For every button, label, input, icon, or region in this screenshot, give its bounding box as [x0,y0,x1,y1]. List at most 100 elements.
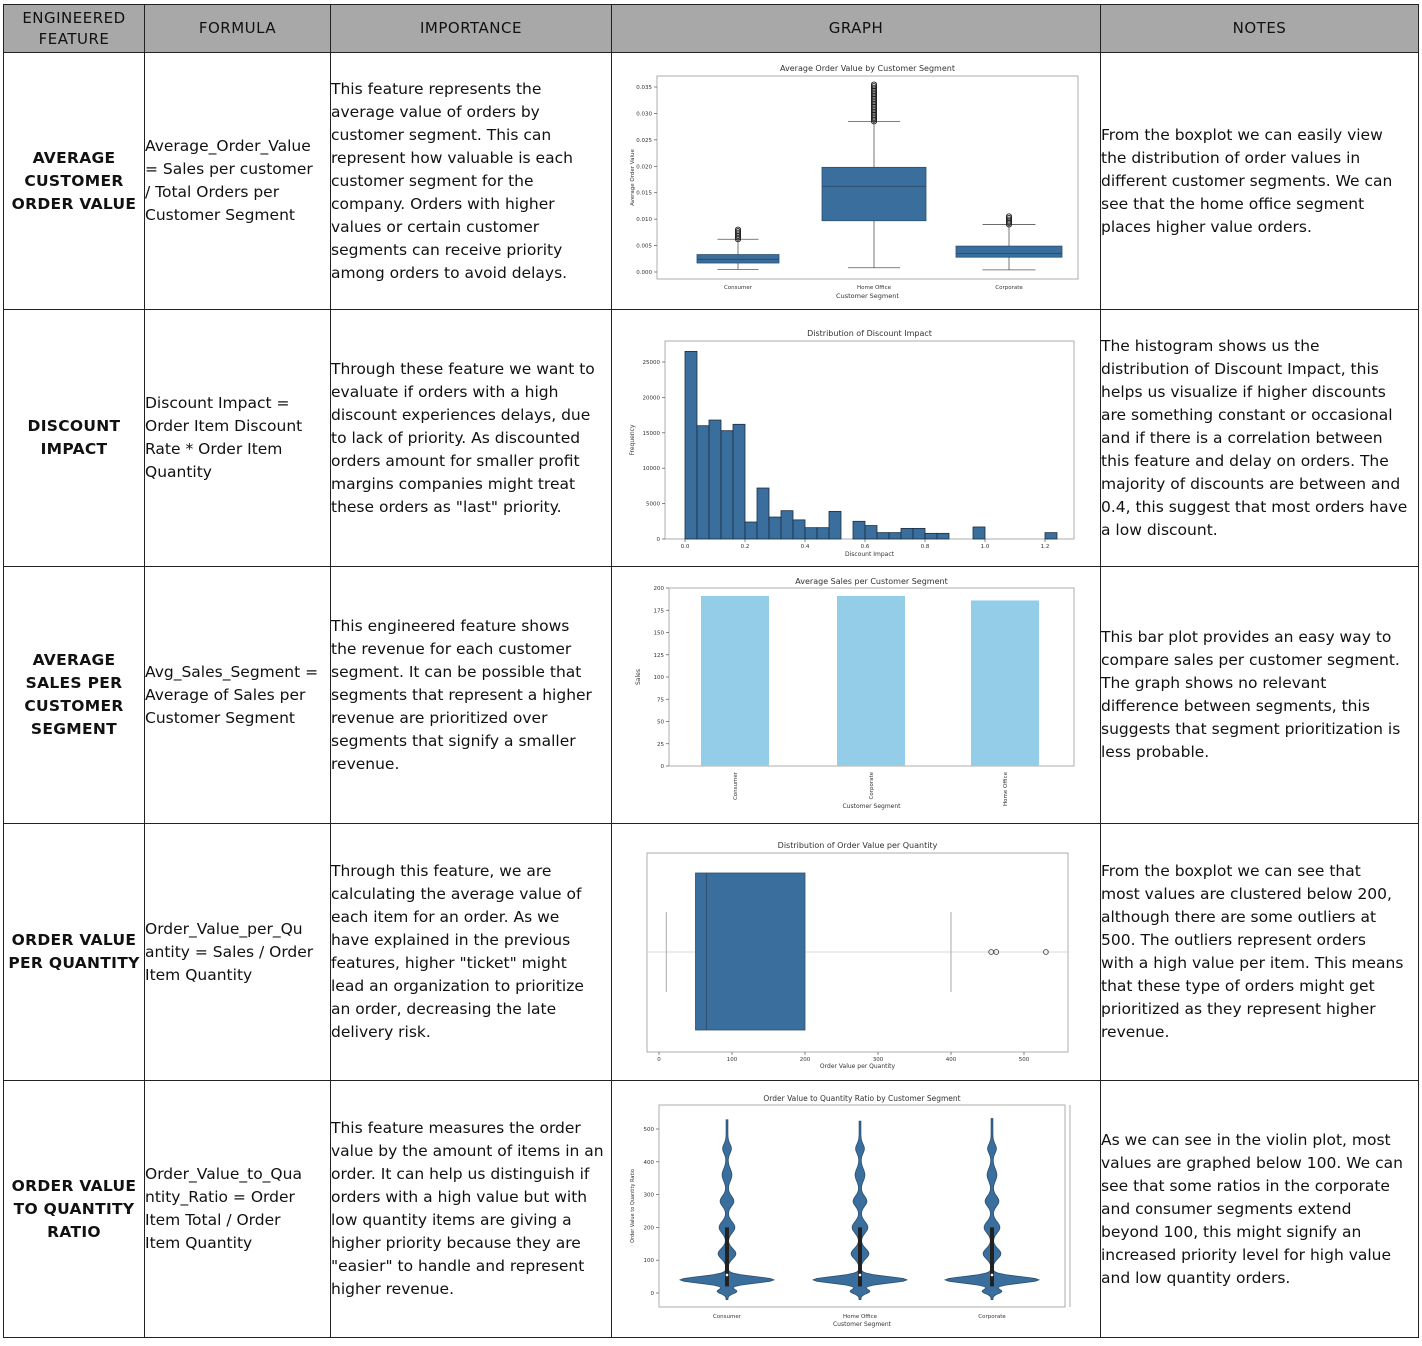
x-tick-label: 500 [1019,1057,1030,1063]
y-axis-label: Average Order Value [630,148,636,205]
notes-cell-line: distribution of Discount Impact, this [1101,359,1379,378]
importance-cell-line: margins companies might treat [331,474,576,493]
notes-cell-line: majority of discounts are between and [1101,474,1401,493]
header-feature-line: FEATURE [38,29,110,48]
y-tick-label: 100 [654,675,665,681]
histogram-bar [768,516,782,540]
outlier-point [1005,213,1013,220]
formula-cell: Order_Value_per_Qu antity = Sales / Order… [144,823,331,1081]
x-axis-label: Discount Impact [845,551,895,558]
graph-cell: Average Sales per Customer Segment Custom… [611,566,1101,824]
y-axis-label: Order Value to Quantity Ratio [630,1169,636,1243]
histogram-bar [732,423,746,540]
importance-cell-line: evaluate if orders with a high [331,382,559,401]
x-tick-label: Home Office [843,1314,878,1320]
formula-cell-line: Quantity [145,463,212,481]
formula-cell-line: Item Total / Order [145,1211,281,1229]
x-axis-label: Order Value per Quantity [820,1063,896,1070]
y-tick-label: 0.035 [636,85,652,91]
header-importance: IMPORTANCE [330,4,612,53]
header-formula: FORMULA [144,4,331,53]
x-tick-label: 200 [800,1057,811,1063]
x-tick-label: Consumer [713,1314,742,1320]
histogram-bar [888,532,902,540]
formula-cell: Average_Order_Value = Sales per customer /… [144,52,331,310]
y-tick-label: 25 [657,742,664,748]
feature-cell-line: IMPACT [40,440,108,458]
box [696,254,780,264]
formula-cell: Discount Impact = Order Item Discount Rate… [144,309,331,567]
outlier-point [734,229,742,236]
importance-cell-line: customer segment for the [331,171,534,190]
notes-cell-line: increased priority level for high value [1101,1245,1392,1264]
importance-cell-line: This feature represents the [331,79,542,98]
histogram-bar [912,527,926,540]
feature-cell-line: CUSTOMER [24,697,124,715]
violin-iqr [990,1227,994,1287]
header-row: ENGINEERED FEATURE FORMULA IMPORTANCE GR… [3,4,1419,53]
x-axis-label: Customer Segment [833,1321,892,1328]
notes-cell-line: with a high value per item. This means [1101,954,1404,972]
y-tick-label: 200 [654,586,665,592]
formula-cell-line: Discount Impact = [145,394,290,412]
formula-cell-line: antity = Sales / Order [145,942,314,961]
importance-cell-line: customer segment. This can [331,125,552,144]
y-tick-label: 0 [651,1291,655,1297]
formula-cell-line: = Sales per customer [145,160,313,178]
feature-cell-line: SEGMENT [30,720,118,738]
notes-cell-line: a low discount. [1101,520,1218,539]
importance-cell-line: these orders as "last" priority. [331,497,562,516]
formula-cell: Avg_Sales_Segment = Average of Sales per C… [144,566,331,824]
formula-cell-line: Item Quantity [145,965,253,984]
x-tick-label: 0.4 [801,544,810,550]
importance-cell: This engineered feature shows the revenue… [330,566,612,824]
x-tick-label: Consumer [733,771,739,800]
histogram-bar [708,419,722,540]
outlier-point [734,228,742,235]
formula-cell-line: Avg_Sales_Segment = [145,662,319,681]
box [695,872,806,1031]
graph-cell: Distribution of Order Value per Quantity… [611,823,1101,1081]
importance-cell-line: discount experiences delays, due [331,405,591,424]
x-tick-label: 300 [873,1057,884,1063]
feature-cell-line: ORDER VALUE [11,1176,137,1195]
formula-cell-line: Item Quantity [145,1234,253,1252]
y-tick-label: 500 [644,1127,655,1133]
histogram-bar [852,520,866,540]
x-tick-label: 0.6 [861,544,870,550]
plot-frame [656,75,1079,280]
formula-cell-line: Customer Segment [145,206,295,224]
notes-cell-line: This bar plot provides an easy way to [1101,628,1392,646]
table-row-order-value-to-quantity-ratio: ORDER VALUE TO QUANTITY RATIO Order_Value_t… [3,1080,1419,1338]
x-tick-label: 0.0 [681,544,690,550]
importance-cell-line: Through these feature we want to [331,359,595,378]
x-tick-label: Corporate [995,285,1023,291]
importance-cell: This feature represents the average value… [330,52,612,310]
notes-cell: From the boxplot we can easily view the d… [1100,52,1419,310]
violin-iqr [858,1227,862,1287]
formula-cell-line: Rate * Order Item [145,440,283,458]
header-feature: ENGINEERED FEATURE [3,4,145,53]
y-tick-label: 150 [654,631,665,637]
importance-cell-line: company. Orders with higher [331,194,555,213]
formula-cell: Order_Value_to_Qua ntity_Ratio = Order Ite… [144,1080,331,1338]
outlier-point [870,84,878,91]
bar [837,596,905,766]
violin-median [858,1273,862,1277]
importance-cell-line: value by the amount of items in an [331,1142,604,1160]
importance-cell-line: Through this feature, we are [331,862,552,880]
feature-cell: AVERAGE CUSTOMER ORDER VALUE [3,52,145,310]
y-tick-label: 50 [657,720,664,726]
importance-cell-line: average value of orders by [331,102,540,121]
x-tick-label: 0.2 [741,544,750,550]
formula-cell-line: Average of Sales per [145,685,306,704]
notes-cell: As we can see in the violin plot, most va… [1100,1080,1419,1338]
importance-cell-line: the revenue for each customer [331,639,572,658]
x-tick-label: 0.8 [921,544,930,550]
y-tick-label: 0 [661,764,665,770]
importance-cell-line: have explained in the previous [331,931,571,949]
y-tick-label: 400 [644,1160,655,1166]
table-row-avg-sales-per-segment: AVERAGE SALES PER CUSTOMER SEGMENT Avg_Sales… [3,566,1419,824]
notes-cell-line: this feature and delay on orders. The [1101,451,1389,470]
violin-median [725,1273,729,1277]
